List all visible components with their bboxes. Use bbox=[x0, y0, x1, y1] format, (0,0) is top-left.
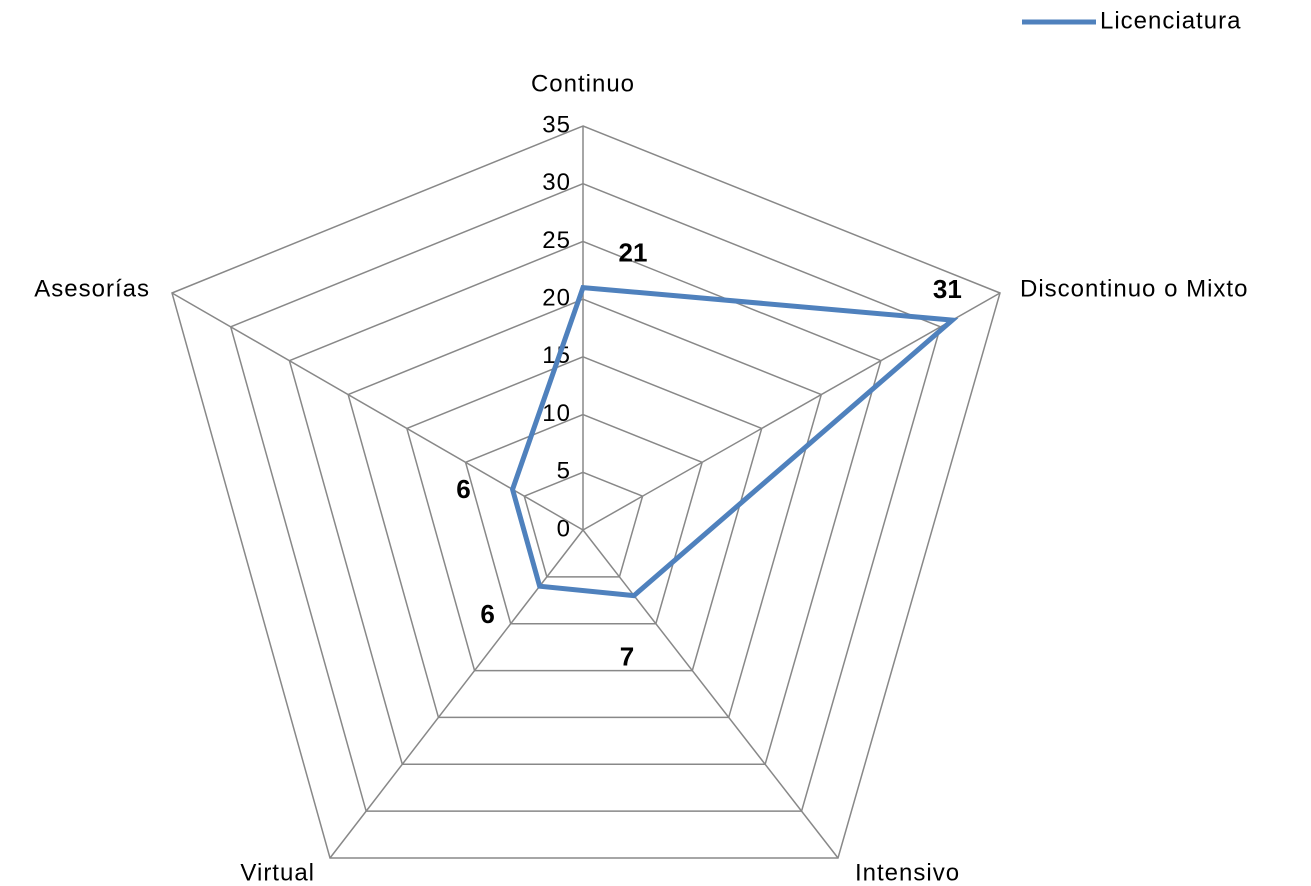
category-label: Discontinuo o Mixto bbox=[1020, 275, 1248, 302]
radar-line bbox=[509, 284, 959, 599]
y-tick-label: 10 bbox=[542, 400, 571, 427]
grid-ring bbox=[288, 240, 882, 766]
axis-spoke bbox=[582, 292, 1001, 531]
category-label: Continuo bbox=[531, 70, 635, 97]
grid-ring bbox=[464, 413, 704, 625]
y-tick-label: 25 bbox=[542, 227, 571, 254]
grid-ring bbox=[229, 182, 942, 812]
y-tick-label: 5 bbox=[557, 458, 571, 485]
data-label: 6 bbox=[456, 474, 470, 504]
category-label: Intensivo bbox=[855, 859, 960, 886]
category-label: Virtual bbox=[240, 859, 315, 886]
data-label: 7 bbox=[620, 641, 634, 671]
y-tick-label: 0 bbox=[557, 515, 571, 542]
axis-spoke bbox=[582, 529, 839, 859]
legend-label: Licenciatura bbox=[1100, 7, 1241, 34]
grid-ring bbox=[523, 471, 644, 578]
grid-ring bbox=[347, 298, 823, 719]
data-label: 31 bbox=[933, 274, 962, 304]
data-label: 6 bbox=[480, 599, 494, 629]
y-tick-label: 20 bbox=[542, 284, 571, 311]
y-tick-label: 35 bbox=[542, 111, 571, 138]
grid-ring bbox=[171, 125, 1001, 859]
axis-spoke bbox=[329, 529, 584, 859]
data-label: 21 bbox=[619, 237, 648, 267]
category-label: Asesorías bbox=[34, 275, 150, 302]
grid-ring bbox=[405, 356, 763, 672]
y-tick-label: 30 bbox=[542, 169, 571, 196]
axis-spoke bbox=[171, 292, 584, 531]
